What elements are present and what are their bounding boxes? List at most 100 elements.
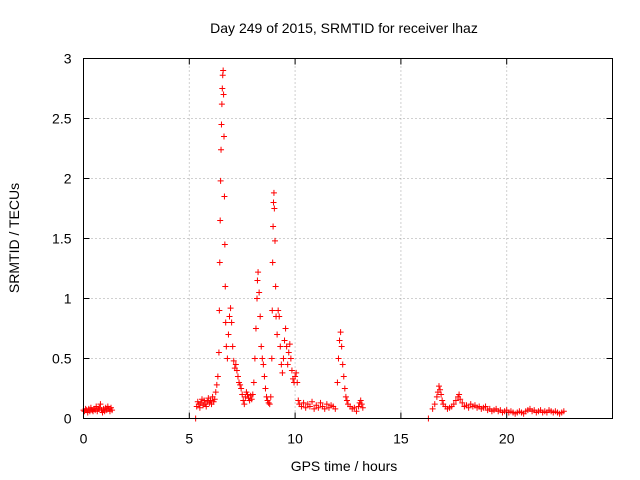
data-point	[439, 397, 446, 404]
data-point	[271, 205, 278, 212]
data-point	[355, 403, 362, 410]
x-tick-label: 10	[287, 431, 303, 447]
data-point	[217, 217, 224, 224]
data-point	[288, 367, 295, 374]
data-point	[332, 405, 339, 412]
data-point	[196, 404, 203, 411]
data-point	[216, 259, 223, 266]
data-point	[272, 283, 279, 290]
data-point	[284, 361, 291, 368]
data-point	[212, 389, 219, 396]
grid	[83, 58, 613, 419]
data-point	[257, 313, 264, 320]
axis-ticks	[83, 58, 613, 419]
data-point	[95, 405, 102, 412]
data-point	[262, 385, 269, 392]
data-point	[265, 399, 272, 406]
data-point	[342, 393, 349, 400]
data-point	[266, 401, 273, 408]
data-point	[306, 403, 313, 410]
y-axis-label: SRMTID / TECUs	[6, 183, 22, 293]
data-point	[292, 373, 299, 380]
y-tick-labels: 0 0.5 1 1.5 2 2.5 3	[52, 51, 72, 427]
y-tick-label: 1.5	[52, 231, 72, 247]
data-point	[459, 399, 466, 406]
data-point	[279, 369, 286, 376]
data-point	[218, 101, 225, 108]
x-tick-label: 20	[499, 431, 515, 447]
data-point	[283, 343, 290, 350]
chart-title: Day 249 of 2015, SRMTID for receiver lha…	[210, 20, 478, 36]
x-tick-label: 5	[185, 431, 193, 447]
data-point	[220, 67, 227, 74]
data-point	[255, 269, 262, 276]
data-point	[276, 313, 283, 320]
x-tick-label: 15	[393, 431, 409, 447]
data-point	[221, 193, 228, 200]
data-point	[457, 396, 464, 403]
data-point	[275, 307, 282, 314]
data-point	[285, 349, 292, 356]
data-point	[336, 337, 343, 344]
data-point	[270, 189, 277, 196]
data-point	[203, 403, 210, 410]
data-point	[220, 91, 227, 98]
x-axis-label: GPS time / hours	[291, 458, 398, 474]
data-point	[109, 407, 116, 414]
data-point	[323, 401, 330, 408]
data-point	[225, 331, 232, 338]
data-point	[97, 401, 104, 408]
y-tick-label: 1	[64, 291, 72, 307]
data-point	[254, 295, 261, 302]
x-tick-label: 0	[80, 431, 88, 447]
data-point	[431, 401, 438, 408]
data-point	[438, 391, 445, 398]
data-point	[450, 401, 457, 408]
data-point	[228, 319, 235, 326]
data-point	[311, 405, 318, 412]
data-point	[270, 199, 277, 206]
x-tick-labels: 0 5 10 15 20	[80, 431, 515, 447]
data-point	[359, 404, 366, 411]
data-point	[435, 383, 442, 390]
data-point	[358, 401, 365, 408]
data-point	[239, 391, 246, 398]
data-point	[321, 405, 328, 412]
data-point	[219, 85, 226, 92]
y-tick-label: 2	[64, 171, 72, 187]
data-point	[278, 361, 285, 368]
data-point	[298, 403, 305, 410]
data-point	[217, 177, 224, 184]
data-point	[337, 329, 344, 336]
data-point	[259, 355, 266, 362]
data-point	[221, 241, 228, 248]
data-point	[269, 259, 276, 266]
data-point	[234, 373, 241, 380]
data-point	[351, 404, 358, 411]
data-point	[237, 381, 244, 388]
data-point	[216, 307, 223, 314]
data-point	[222, 319, 229, 326]
data-point	[353, 408, 360, 415]
data-point	[300, 399, 307, 406]
data-point	[218, 121, 225, 128]
data-point	[229, 343, 236, 350]
data-point	[270, 223, 277, 230]
data-point	[249, 391, 256, 398]
data-point	[233, 367, 240, 374]
data-point	[241, 401, 248, 408]
data-point	[293, 369, 300, 376]
data-point	[452, 397, 459, 404]
data-point	[465, 404, 472, 411]
data-point	[286, 341, 293, 348]
data-point	[269, 307, 276, 314]
data-point	[238, 385, 245, 392]
data-point	[334, 379, 341, 386]
data-point	[240, 397, 247, 404]
data-point	[287, 355, 294, 362]
data-point	[211, 396, 218, 403]
data-point	[260, 361, 267, 368]
data-point	[230, 357, 237, 364]
data-point	[315, 404, 322, 411]
